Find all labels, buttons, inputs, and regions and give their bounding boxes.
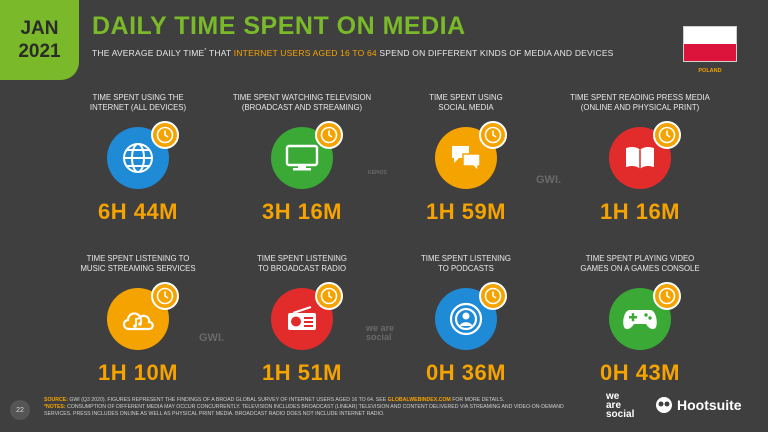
stat-value: 3H 16M: [261, 199, 343, 224]
source-link[interactable]: GLOBALWEBINDEX.COM: [387, 397, 451, 403]
subtitle-pre: THE AVERAGE DAILY TIME: [92, 48, 205, 58]
stat-label: TIME SPENT USING SOCIAL MEDIA: [429, 93, 503, 112]
stat-label: TIME SPENT USING THE INTERNET (ALL DEVICE…: [89, 93, 187, 112]
stat-card-internet: TIME SPENT USING THE INTERNET (ALL DEVICE…: [58, 93, 218, 225]
chat-bubbles-icon: [435, 127, 497, 189]
page-number: 22: [10, 400, 30, 420]
stat-card-video-games: TIME SPENT PLAYING VIDEO GAMES ON A GAMES…: [560, 254, 720, 386]
gwi-watermark: GWI.: [536, 174, 562, 186]
date-month: JAN: [20, 18, 59, 39]
clock-icon: [479, 282, 507, 310]
stat-card-music-streaming: TIME SPENT LISTENING TO MUSIC STREAMING S…: [58, 254, 218, 386]
hootsuite-logo: Hootsuite: [655, 396, 742, 414]
clock-icon: [315, 282, 343, 310]
clock-icon: [315, 121, 343, 149]
subtitle-post: SPEND ON DIFFERENT KINDS OF MEDIA AND DE…: [379, 48, 614, 58]
stat-card-press-media: TIME SPENT READING PRESS MEDIA (ONLINE AN…: [560, 93, 720, 225]
stat-label: TIME SPENT WATCHING TELEVISION (BROADCAST…: [232, 93, 372, 112]
clock-icon: [653, 121, 681, 149]
stat-value: 1H 16M: [599, 199, 681, 224]
subtitle-highlight: INTERNET USERS AGED 16 TO 64: [233, 48, 377, 58]
clock-icon: [151, 121, 179, 149]
date-year: 2021: [18, 41, 61, 62]
stat-label: TIME SPENT LISTENING TO BROADCAST RADIO: [257, 254, 347, 273]
stat-label: TIME SPENT PLAYING VIDEO GAMES ON A GAMES…: [580, 254, 700, 273]
subtitle-mid: THAT: [209, 48, 232, 58]
stat-value: 6H 44M: [97, 199, 179, 224]
footer-notes: SOURCE: GWI (Q3 2020). FIGURES REPRESENT…: [44, 397, 564, 417]
stat-value: 0H 36M: [425, 360, 507, 385]
kepios-watermark: KEPIOS: [368, 170, 387, 176]
gwi-watermark: GWI.: [199, 332, 225, 344]
stat-card-television: TIME SPENT WATCHING TELEVISION (BROADCAST…: [222, 93, 382, 225]
stat-value: 1H 51M: [261, 360, 343, 385]
poland-flag-icon: [683, 26, 737, 62]
owl-icon: [656, 397, 672, 413]
country-label: POLAND: [698, 68, 722, 74]
page-title: DAILY TIME SPENT ON MEDIA: [92, 12, 466, 40]
subtitle-asterisk: *: [204, 48, 207, 55]
stat-value: 1H 59M: [425, 199, 507, 224]
was-watermark: we are social: [366, 323, 395, 342]
stat-card-broadcast-radio: TIME SPENT LISTENING TO BROADCAST RADIO 1…: [222, 254, 382, 386]
clock-icon: [653, 282, 681, 310]
stat-value: 1H 10M: [97, 360, 179, 385]
stat-card-podcasts: TIME SPENT LISTENING TO PODCASTS 0H 36M: [386, 254, 546, 386]
clock-icon: [479, 121, 507, 149]
stat-value: 0H 43M: [599, 360, 681, 385]
we-are-social-logo: we are social: [606, 391, 635, 420]
stat-card-social-media: TIME SPENT USING SOCIAL MEDIA 1H 59M: [386, 93, 546, 225]
stat-label: TIME SPENT LISTENING TO PODCASTS: [421, 254, 511, 273]
date-badge: JAN 2021: [0, 0, 79, 80]
clock-icon: [151, 282, 179, 310]
stat-label: TIME SPENT READING PRESS MEDIA (ONLINE AN…: [570, 93, 710, 112]
page-subtitle: THE AVERAGE DAILY TIME* THAT INTERNET US…: [92, 48, 614, 58]
stat-label: TIME SPENT LISTENING TO MUSIC STREAMING S…: [80, 254, 196, 273]
